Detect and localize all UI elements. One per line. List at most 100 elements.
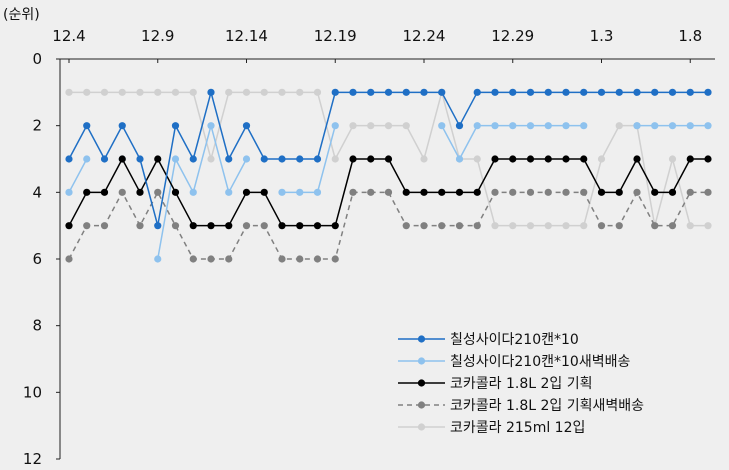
data-point bbox=[491, 155, 499, 163]
data-point bbox=[509, 122, 517, 130]
data-point bbox=[526, 222, 535, 230]
data-point bbox=[313, 255, 322, 263]
data-point bbox=[473, 88, 481, 96]
data-point bbox=[207, 255, 215, 263]
data-point bbox=[580, 222, 588, 230]
y-tick-label: 6 bbox=[32, 250, 42, 268]
data-point bbox=[651, 222, 659, 230]
data-point bbox=[242, 188, 251, 196]
data-point bbox=[544, 88, 552, 96]
data-point bbox=[455, 188, 464, 196]
data-point bbox=[580, 88, 588, 96]
y-tick-label: 0 bbox=[32, 50, 42, 68]
data-point bbox=[526, 155, 535, 163]
data-point bbox=[615, 222, 623, 230]
data-point bbox=[526, 188, 535, 196]
data-point bbox=[296, 188, 304, 196]
data-point bbox=[83, 222, 91, 230]
data-point bbox=[83, 88, 91, 96]
data-point bbox=[651, 88, 659, 96]
data-point bbox=[331, 255, 339, 263]
axes: 12.4 12.9 12.14 12.19 12.24 12.29 1.3 1.8 0 2 4 6 8 1… bbox=[23, 27, 715, 468]
data-point bbox=[65, 155, 73, 163]
x-tick-label: 1.3 bbox=[590, 27, 614, 45]
data-point bbox=[615, 122, 623, 130]
data-point bbox=[331, 222, 339, 230]
data-point bbox=[313, 222, 322, 230]
data-point bbox=[296, 255, 304, 263]
data-point bbox=[686, 188, 694, 196]
data-point bbox=[491, 88, 499, 96]
data-point bbox=[331, 88, 339, 96]
data-point bbox=[313, 155, 322, 163]
data-point bbox=[367, 155, 375, 163]
data-point bbox=[615, 88, 623, 96]
data-point bbox=[438, 88, 446, 96]
data-point bbox=[278, 155, 286, 163]
data-point bbox=[296, 222, 304, 230]
data-point bbox=[615, 188, 623, 196]
data-point bbox=[384, 188, 393, 196]
series-1 bbox=[65, 88, 712, 230]
data-point bbox=[136, 222, 144, 230]
data-point bbox=[704, 155, 712, 163]
legend-marker bbox=[417, 401, 426, 409]
legend-item-1: 칠성사이다210캔*10 bbox=[398, 332, 579, 348]
data-point bbox=[100, 188, 109, 196]
data-point bbox=[225, 222, 233, 230]
x-tick-label: 12.19 bbox=[314, 27, 357, 45]
data-point bbox=[544, 222, 552, 230]
data-point bbox=[154, 255, 162, 263]
data-point bbox=[526, 88, 535, 96]
data-point bbox=[473, 188, 481, 196]
data-point bbox=[83, 122, 91, 130]
legend-marker bbox=[417, 423, 426, 431]
data-point bbox=[544, 122, 552, 130]
data-point bbox=[668, 188, 677, 196]
data-point bbox=[171, 122, 180, 130]
data-point bbox=[597, 188, 606, 196]
data-point bbox=[473, 155, 481, 163]
data-point bbox=[420, 222, 428, 230]
legend-label: 코카콜라 215ml 12입 bbox=[450, 420, 585, 436]
data-point bbox=[455, 122, 464, 130]
data-point bbox=[367, 122, 375, 130]
data-point bbox=[225, 88, 233, 96]
data-point bbox=[100, 222, 109, 230]
data-point bbox=[367, 88, 375, 96]
data-point bbox=[278, 88, 286, 96]
data-point bbox=[455, 222, 464, 230]
data-point bbox=[189, 88, 197, 96]
data-point bbox=[704, 188, 712, 196]
data-point bbox=[296, 88, 304, 96]
data-point bbox=[384, 88, 393, 96]
data-point bbox=[331, 122, 339, 130]
data-point bbox=[402, 122, 410, 130]
data-point bbox=[65, 188, 73, 196]
data-point bbox=[491, 222, 499, 230]
y-tick-label: 12 bbox=[23, 450, 42, 468]
data-point bbox=[331, 155, 339, 163]
data-point bbox=[349, 155, 357, 163]
x-tick-label: 12.4 bbox=[52, 27, 85, 45]
data-point bbox=[136, 155, 144, 163]
y-tick-label: 8 bbox=[32, 317, 42, 335]
series-layer bbox=[65, 88, 712, 263]
x-tick-label: 1.8 bbox=[678, 27, 702, 45]
data-point bbox=[118, 122, 126, 130]
y-unit-label: (순위) bbox=[3, 7, 40, 23]
data-point bbox=[349, 188, 357, 196]
legend-item-2: 칠성사이다210캔*10새벽배송 bbox=[398, 354, 630, 370]
data-point bbox=[154, 88, 162, 96]
data-point bbox=[118, 188, 126, 196]
data-point bbox=[189, 188, 197, 196]
series-2 bbox=[65, 122, 712, 263]
y-tick-label: 10 bbox=[23, 383, 42, 401]
data-point bbox=[544, 155, 552, 163]
data-point bbox=[580, 188, 588, 196]
data-point bbox=[704, 222, 712, 230]
data-point bbox=[651, 188, 659, 196]
legend-label: 칠성사이다210캔*10 bbox=[450, 332, 579, 348]
